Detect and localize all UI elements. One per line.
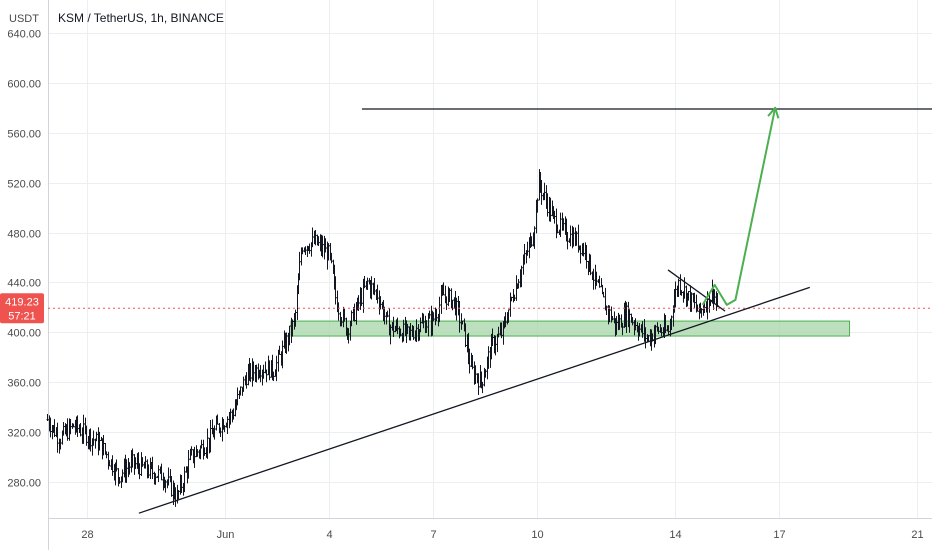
- price-tick-label: 560.00: [7, 129, 41, 141]
- time-tick-label: 4: [326, 529, 332, 541]
- price-tick-label: 520.00: [7, 179, 41, 191]
- price-tick-label: 400.00: [7, 328, 41, 340]
- projection-arrow-head: [767, 106, 780, 119]
- symbol-title[interactable]: KSM / TetherUS, 1h, BINANCE: [58, 11, 224, 25]
- time-tick-label: 28: [81, 529, 93, 541]
- time-tick-label: 14: [669, 529, 681, 541]
- grid-lines: [48, 0, 932, 518]
- time-tick-label: 10: [531, 529, 543, 541]
- rising-trendline: [138, 286, 810, 514]
- current-price-tag: 419.23 57:21: [0, 293, 44, 324]
- price-tick-label: 480.00: [7, 229, 41, 241]
- wedge-upper-line: [667, 269, 726, 312]
- price-tag-box: [0, 293, 44, 324]
- price-tag-countdown: 57:21: [8, 310, 36, 322]
- price-tick-label: 280.00: [7, 478, 41, 490]
- time-tick-label: 17: [773, 529, 785, 541]
- price-tick-label: 360.00: [7, 378, 41, 390]
- time-tick-label: Jun: [217, 529, 235, 541]
- time-axis[interactable]: 28 Jun 4 7 10 14 17 21: [81, 529, 923, 541]
- price-tag-value: 419.23: [5, 296, 39, 308]
- price-tick-label: 640.00: [7, 29, 41, 41]
- drawing-layer-zones: [290, 320, 851, 337]
- price-tick-label: 320.00: [7, 428, 41, 440]
- price-tick-label: 440.00: [7, 278, 41, 290]
- price-axis[interactable]: 280.00 320.00 360.00 400.00 440.00 480.00 520.…: [7, 29, 41, 490]
- time-tick-label: 21: [911, 529, 923, 541]
- drawing-layer-lines[interactable]: [138, 106, 932, 514]
- projection-arrow: [701, 107, 777, 306]
- price-tick-label: 600.00: [7, 79, 41, 91]
- currency-label: USDT: [9, 13, 39, 25]
- candles: [46, 169, 719, 507]
- time-tick-label: 7: [430, 529, 436, 541]
- support-zone: [290, 320, 851, 337]
